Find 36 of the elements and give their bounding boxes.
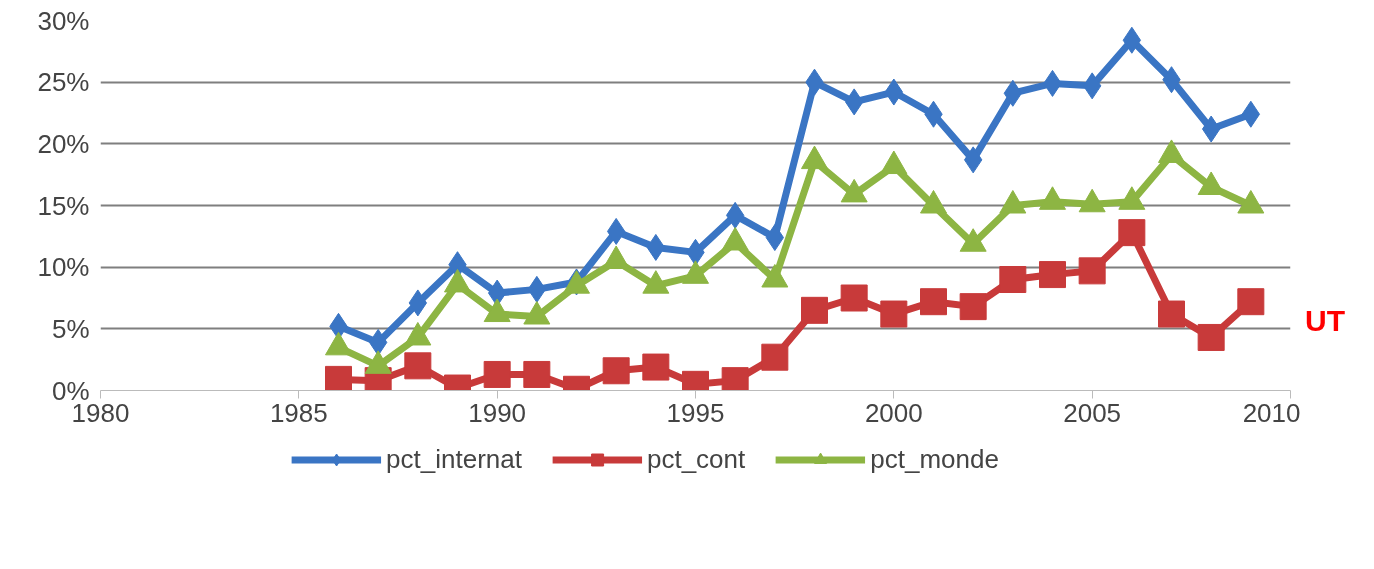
legend-label: pct_cont bbox=[646, 443, 746, 475]
point bbox=[1158, 300, 1185, 328]
point bbox=[523, 360, 551, 388]
y-tick-label: 25% bbox=[37, 67, 90, 98]
point bbox=[642, 353, 670, 381]
x-tick-label: 1990 bbox=[468, 397, 527, 428]
x-tick-label: 2000 bbox=[864, 397, 923, 428]
y-tick-label: 15% bbox=[37, 190, 90, 221]
x-tick-label: 1985 bbox=[269, 397, 328, 428]
point bbox=[1078, 257, 1106, 285]
point bbox=[761, 343, 789, 371]
legend-label: pct_internat bbox=[386, 443, 522, 475]
point bbox=[483, 360, 511, 388]
point bbox=[602, 357, 630, 385]
point bbox=[999, 266, 1027, 293]
legend-label: pct_monde bbox=[870, 443, 999, 475]
y-tick-label: 30% bbox=[37, 5, 90, 36]
point bbox=[1197, 323, 1225, 351]
point bbox=[721, 367, 749, 391]
point bbox=[325, 365, 352, 391]
point bbox=[880, 300, 908, 328]
point bbox=[404, 352, 432, 380]
point bbox=[1039, 261, 1066, 289]
point bbox=[1118, 219, 1146, 247]
y-tick-label: 20% bbox=[37, 128, 90, 159]
y-tick-label: 5% bbox=[51, 313, 90, 344]
y-tick-label: 10% bbox=[37, 252, 90, 283]
x-tick-label: 1995 bbox=[666, 397, 725, 428]
x-tick-label: 2005 bbox=[1063, 397, 1122, 428]
point bbox=[920, 288, 947, 316]
point bbox=[801, 296, 828, 324]
point bbox=[1237, 288, 1265, 316]
x-tick-label: 2010 bbox=[1242, 397, 1301, 428]
point bbox=[959, 293, 987, 321]
text: UT bbox=[1305, 303, 1345, 339]
point bbox=[840, 284, 868, 312]
